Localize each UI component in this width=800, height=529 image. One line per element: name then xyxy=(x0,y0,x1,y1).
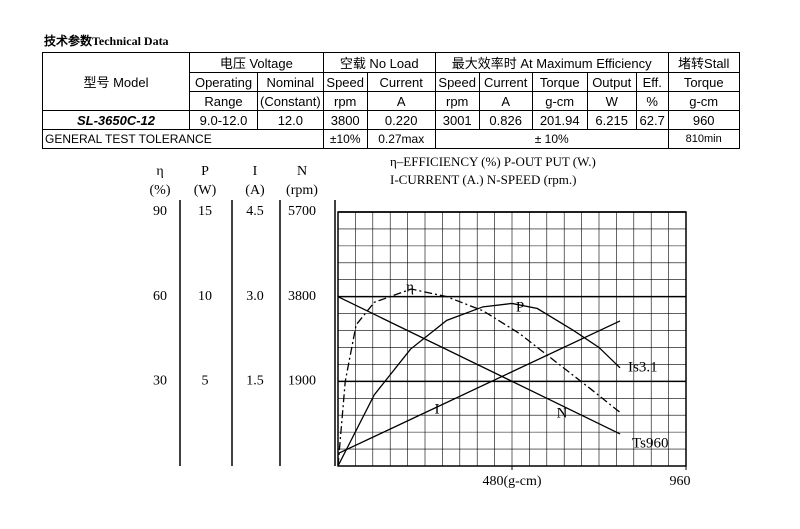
y-tick-label: 1.5 xyxy=(246,374,264,389)
cell: 810min xyxy=(667,129,740,149)
legend-text: I-CURRENT (A.) N-SPEED (rpm.) xyxy=(390,172,576,187)
curve-label: I xyxy=(435,401,440,417)
y-tick-label: 4.5 xyxy=(246,204,264,219)
cell: W xyxy=(586,91,637,111)
y-tick-label: 10 xyxy=(198,289,212,304)
y-tick-label: 30 xyxy=(153,374,167,389)
cell: 0.826 xyxy=(478,110,533,130)
title: 技术参数Technical Data xyxy=(44,34,169,48)
cell: Nominal xyxy=(257,72,324,92)
y-tick-label: 90 xyxy=(153,204,167,219)
curve xyxy=(337,288,621,467)
legend-text: η–EFFICIENCY (%) P-OUT PUT (W.) xyxy=(390,154,596,169)
cell: Operating xyxy=(189,72,258,92)
cell: 3800 xyxy=(322,110,368,130)
cell: SL-3650C-12 xyxy=(42,110,190,130)
cell: 201.94 xyxy=(531,110,588,130)
axis-unit: (rpm) xyxy=(286,183,318,198)
y-tick-label: 60 xyxy=(153,289,167,304)
axis-symbol: N xyxy=(297,164,307,179)
x-tick-label: 960 xyxy=(670,474,691,489)
curve-label: N xyxy=(557,405,568,421)
curve xyxy=(337,320,621,455)
x-tick-label: 480(g-cm) xyxy=(482,474,541,489)
axis-symbol: I xyxy=(253,164,258,179)
cell: 3001 xyxy=(434,110,480,130)
axis-symbol: η xyxy=(156,164,163,179)
cell: 0.220 xyxy=(366,110,436,130)
axis-unit: (%) xyxy=(150,183,171,198)
axis-unit: (W) xyxy=(194,183,217,198)
curve xyxy=(337,302,621,467)
cell: 型号 Model xyxy=(42,52,190,111)
curve-label: η xyxy=(406,279,414,295)
cell: rpm xyxy=(434,91,480,111)
cell: 0.27max xyxy=(366,129,436,149)
cell: ±10% xyxy=(322,129,368,149)
spec-table: 型号 Model 电压 Voltage 空载 No Load 最大效率时 At Max… xyxy=(42,52,740,149)
cell: (Constant) xyxy=(257,91,324,111)
axis-symbol: P xyxy=(201,164,209,179)
cell: 堵转Stall xyxy=(667,52,740,73)
cell: ± 10% xyxy=(434,129,669,149)
annotation: Is3.1 xyxy=(628,359,658,375)
axis-unit: (A) xyxy=(245,183,265,198)
curve xyxy=(337,296,621,435)
y-tick-label: 15 xyxy=(198,204,212,219)
cell: Torque xyxy=(531,72,588,92)
curve-label: P xyxy=(516,299,524,315)
cell: GENERAL TEST TOLERANCE xyxy=(42,129,324,149)
y-tick-label: 1900 xyxy=(288,374,316,389)
y-tick-label: 3.0 xyxy=(246,289,264,304)
y-tick-label: 3800 xyxy=(288,289,316,304)
y-tick-label: 5700 xyxy=(288,204,316,219)
annotation: Ts960 xyxy=(632,435,668,451)
y-tick-label: 5 xyxy=(202,374,209,389)
cell: Torque xyxy=(667,72,740,92)
